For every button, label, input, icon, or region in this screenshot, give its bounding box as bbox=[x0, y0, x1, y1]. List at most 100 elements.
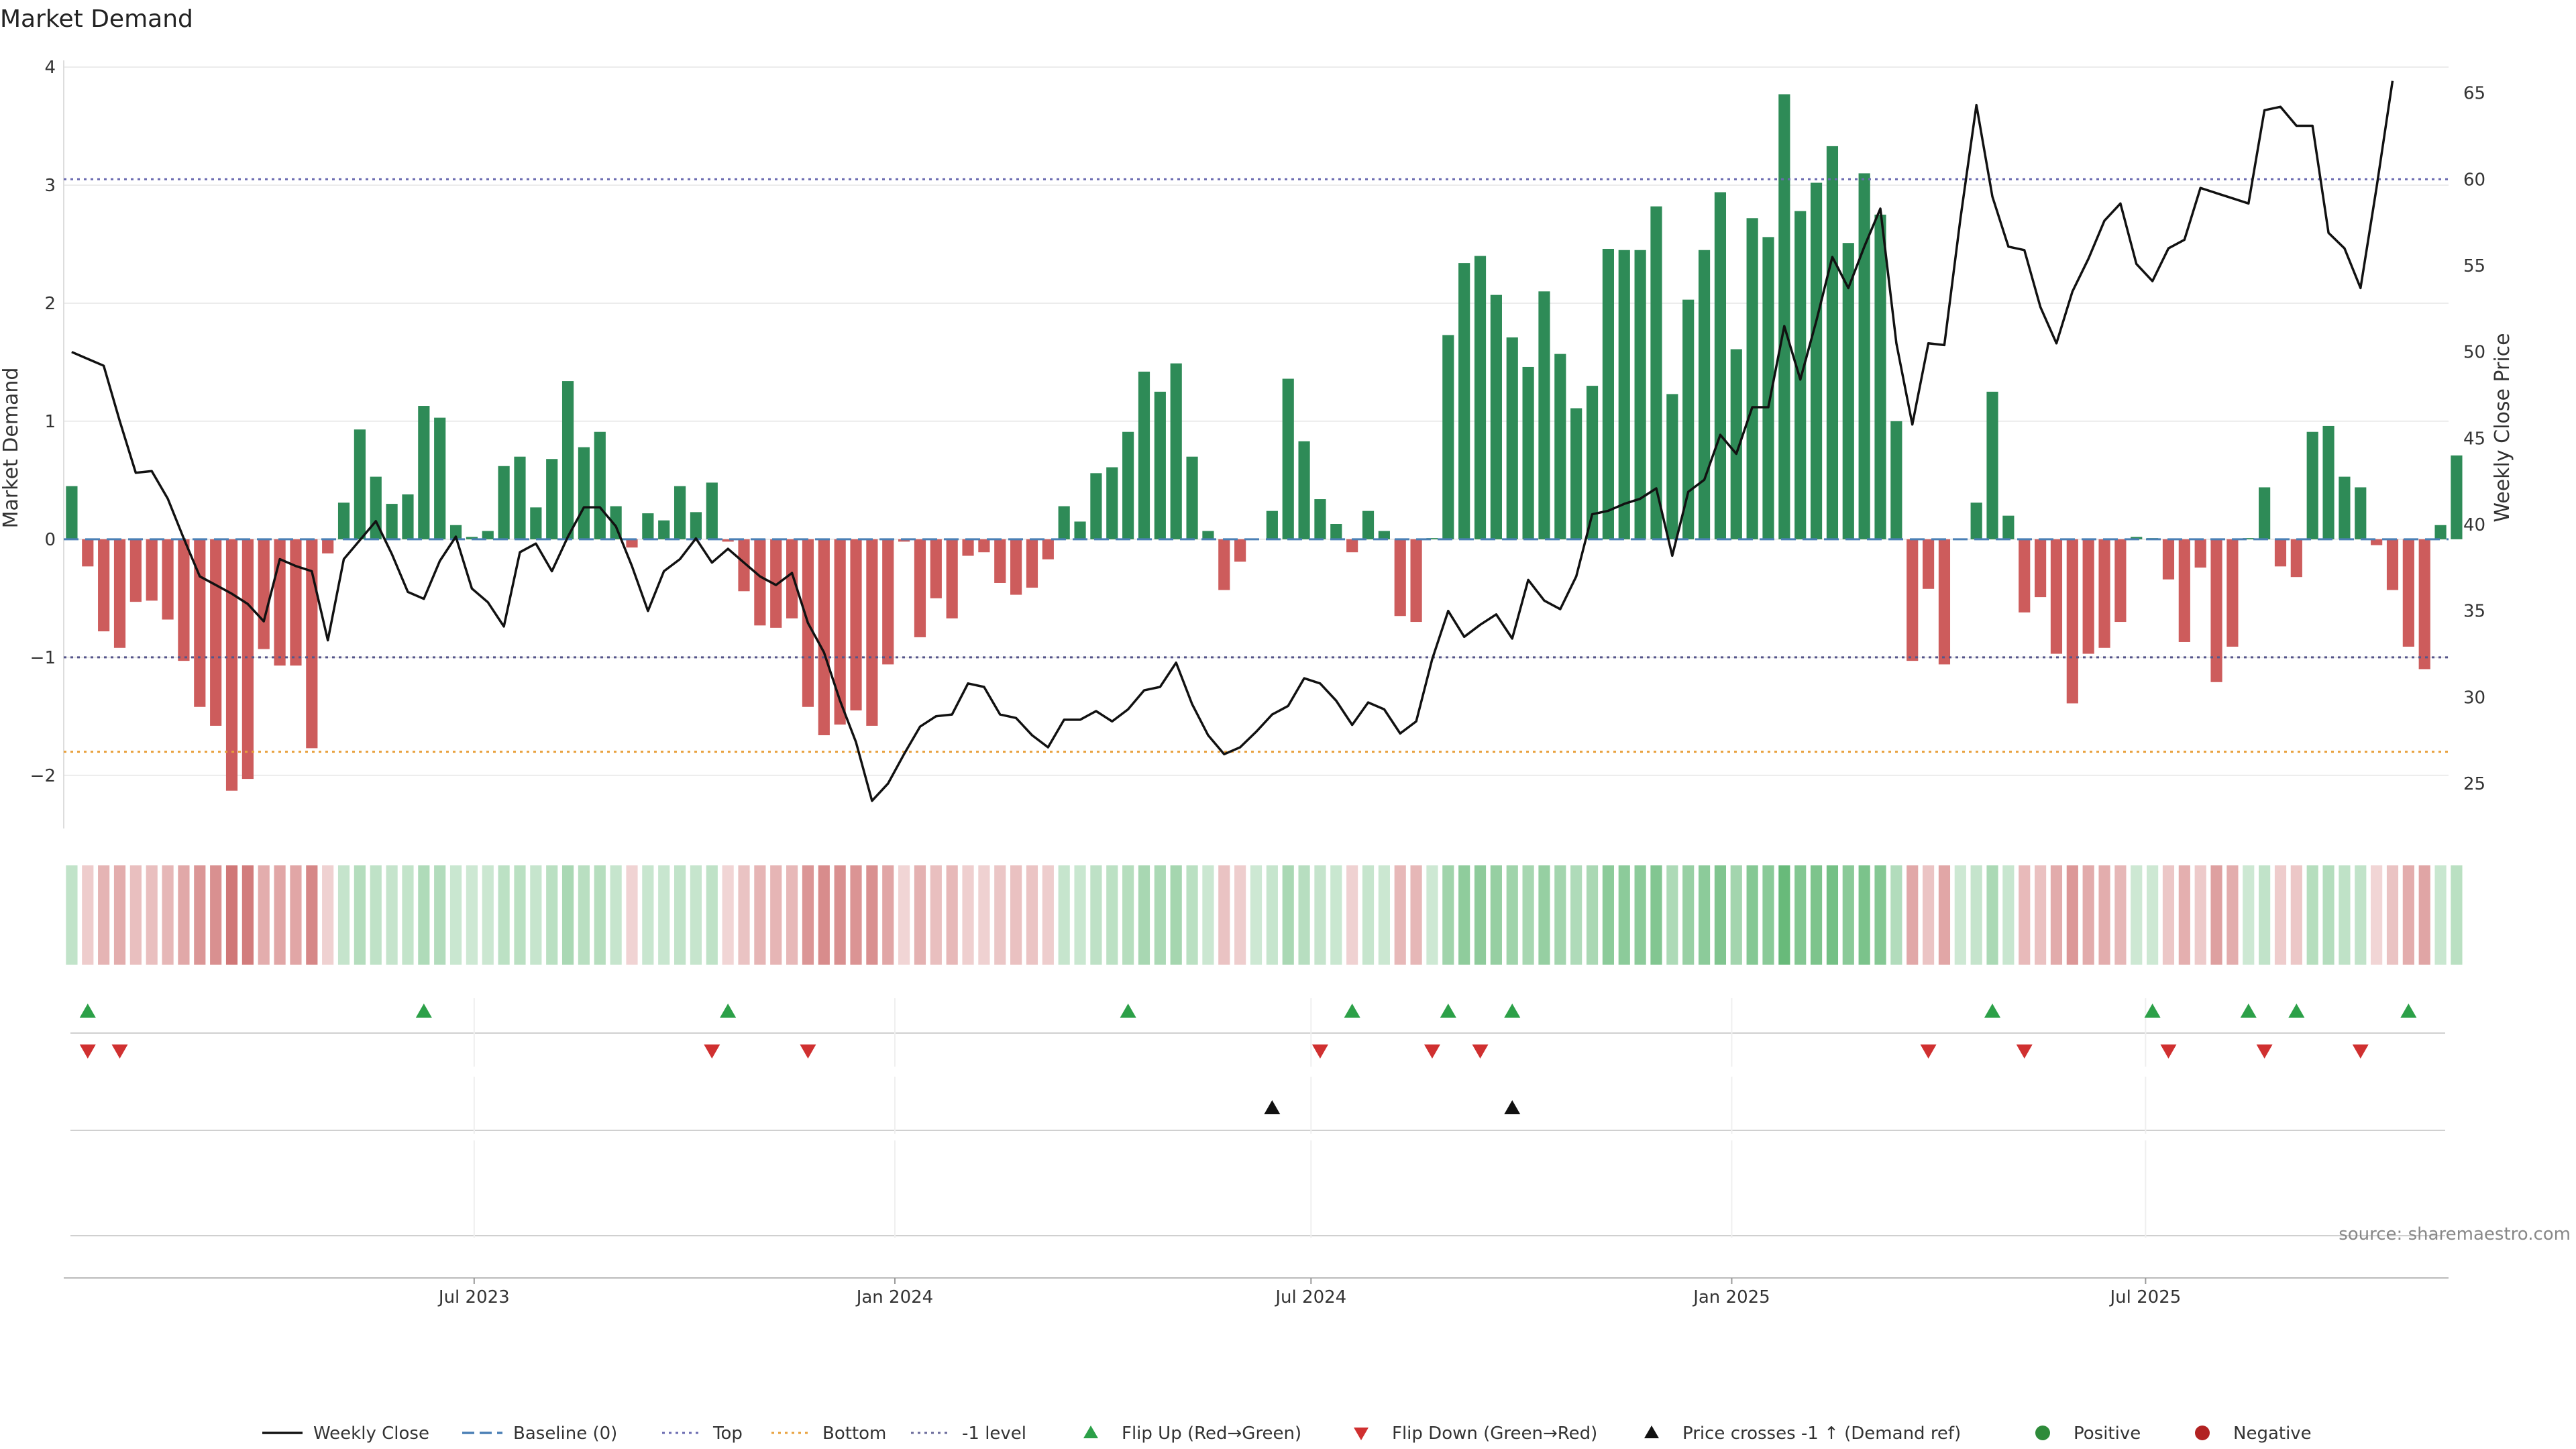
strip-cell bbox=[2019, 865, 2031, 965]
strip-cell bbox=[2306, 865, 2318, 965]
demand-bar bbox=[2290, 539, 2302, 578]
strip-cell bbox=[82, 865, 94, 965]
strip-cell bbox=[98, 865, 110, 965]
strip-cell bbox=[1010, 865, 1022, 965]
demand-bar bbox=[914, 539, 926, 637]
strip-cell bbox=[1122, 865, 1134, 965]
demand-bar bbox=[113, 539, 126, 648]
flip-down-marker bbox=[1311, 1044, 1328, 1059]
legend-label: Flip Down (Green→Red) bbox=[1392, 1424, 1597, 1444]
y-tick-label: 1 bbox=[44, 412, 56, 432]
strip-cell bbox=[2451, 865, 2463, 965]
legend-label: Weekly Close bbox=[313, 1424, 429, 1444]
demand-bar bbox=[322, 539, 334, 553]
y-tick-label: 0 bbox=[44, 530, 56, 550]
strip-cell bbox=[498, 865, 510, 965]
flip-up-marker bbox=[1344, 1004, 1360, 1018]
strip-cell bbox=[850, 865, 862, 965]
strip-cell bbox=[2274, 865, 2287, 965]
legend-label: Baseline (0) bbox=[513, 1424, 617, 1444]
strip-cell bbox=[2259, 865, 2271, 965]
strip-cell bbox=[882, 865, 894, 965]
flip-down-marker bbox=[1472, 1044, 1489, 1059]
y-tick-label: 3 bbox=[44, 176, 56, 196]
demand-bar bbox=[2322, 425, 2334, 539]
strip-cell bbox=[1682, 865, 1695, 965]
demand-bar bbox=[818, 539, 830, 735]
flip-up-marker bbox=[1120, 1004, 1136, 1018]
strip-cell bbox=[1234, 865, 1246, 965]
strip-cell bbox=[1202, 865, 1214, 965]
demand-bar bbox=[2162, 539, 2175, 580]
strip-cell bbox=[1314, 865, 1326, 965]
strip-cell bbox=[1090, 865, 1102, 965]
demand-bar bbox=[241, 539, 254, 780]
demand-bar bbox=[1122, 431, 1134, 539]
strip-cell bbox=[146, 865, 158, 965]
strip-cell bbox=[626, 865, 638, 965]
demand-bar bbox=[1666, 394, 1678, 539]
strip-cell bbox=[1778, 865, 1790, 965]
strip-cell bbox=[2355, 865, 2367, 965]
demand-bar bbox=[1618, 250, 1630, 539]
flip-down-marker bbox=[111, 1044, 128, 1059]
demand-bar bbox=[1506, 337, 1518, 539]
demand-bar bbox=[1938, 539, 1951, 665]
demand-bar bbox=[1762, 237, 1774, 539]
demand-bar bbox=[1410, 539, 1422, 623]
strip-cell bbox=[706, 865, 718, 965]
flip-up-marker bbox=[2144, 1004, 2161, 1018]
strip-cell bbox=[2035, 865, 2047, 965]
strip-cell bbox=[1538, 865, 1550, 965]
y2-tick-label: 50 bbox=[2463, 343, 2485, 363]
demand-bar bbox=[1426, 538, 1438, 539]
demand-bar bbox=[354, 429, 366, 539]
strip-cell bbox=[1346, 865, 1358, 965]
strip-cell bbox=[1266, 865, 1278, 965]
strip-cell bbox=[866, 865, 878, 965]
demand-bar bbox=[1042, 539, 1054, 559]
strip-cell bbox=[210, 865, 222, 965]
demand-bar bbox=[1874, 214, 1886, 539]
strip-cell bbox=[482, 865, 494, 965]
strip-cell bbox=[2402, 865, 2414, 965]
strip-cell bbox=[1842, 865, 1854, 965]
flip-up-marker bbox=[720, 1004, 737, 1018]
strip-cell bbox=[449, 865, 462, 965]
strip-cell bbox=[1170, 865, 1182, 965]
demand-bar bbox=[1234, 539, 1246, 562]
strip-cell bbox=[1810, 865, 1823, 965]
demand-bar bbox=[962, 539, 974, 556]
strip-cell bbox=[2194, 865, 2206, 965]
strip-cell bbox=[386, 865, 398, 965]
demand-bar bbox=[2035, 539, 2047, 598]
demand-bar bbox=[2386, 539, 2399, 590]
strip-cell bbox=[2322, 865, 2334, 965]
strip-cell bbox=[1282, 865, 1294, 965]
flip-up-marker bbox=[2240, 1004, 2257, 1018]
strip-cell bbox=[129, 865, 142, 965]
demand-bar bbox=[2306, 431, 2318, 539]
strip-cell bbox=[738, 865, 750, 965]
demand-bar bbox=[402, 494, 414, 539]
demand-bar bbox=[834, 539, 846, 725]
demand-bar bbox=[162, 539, 174, 620]
legend-swatch bbox=[1644, 1426, 1659, 1438]
demand-bar bbox=[1778, 94, 1790, 539]
demand-bar bbox=[882, 539, 894, 665]
price-cross-marker bbox=[1264, 1100, 1281, 1114]
y2-tick-label: 45 bbox=[2463, 429, 2485, 449]
strip-cell bbox=[1954, 865, 1966, 965]
strip-cell bbox=[1426, 865, 1438, 965]
strip-cell bbox=[658, 865, 670, 965]
strip-cell bbox=[1922, 865, 1935, 965]
strip-cell bbox=[2082, 865, 2094, 965]
strip-cell bbox=[770, 865, 782, 965]
demand-bar bbox=[178, 539, 190, 661]
strip-cell bbox=[642, 865, 654, 965]
demand-bar bbox=[1298, 441, 1310, 539]
strip-cell bbox=[1634, 865, 1646, 965]
demand-bar bbox=[2226, 539, 2239, 647]
strip-cell bbox=[354, 865, 366, 965]
demand-bar bbox=[82, 539, 94, 567]
